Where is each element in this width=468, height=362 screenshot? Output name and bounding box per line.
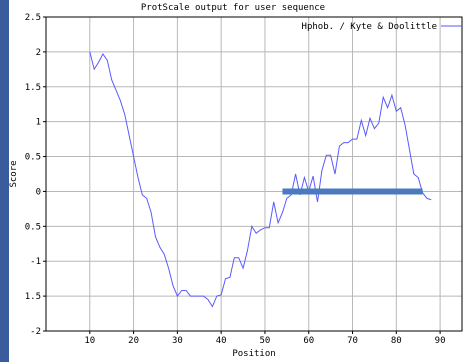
left-edge-bar [0,0,9,362]
series-line-0 [89,51,432,308]
x-tick-label: 40 [216,336,227,346]
y-tick-label: 0 [36,187,41,197]
x-axis-title: Position [232,349,275,359]
x-tick-label: 80 [391,336,402,346]
chart-title: ProtScale output for user sequence [141,3,325,13]
y-tick-label: 1.5 [25,292,41,302]
y-tick-label: 1.5 [25,83,41,93]
y-tick-label: 0.5 [25,222,41,232]
y-tick-label: 1 [36,118,41,128]
axes-frame [43,16,463,334]
series-layer [89,51,432,308]
y-tick-label: 2 [36,48,41,58]
x-tick-label: 50 [260,336,271,346]
y-axis-title: Score [9,160,19,187]
y-tick-label: 0.5 [25,153,41,163]
legend: Hphob. / Kyte & Doolittle [302,22,462,32]
y-tick-label: -1 [30,257,41,267]
y-tick-label: -2 [30,327,41,337]
x-tick-label: 60 [303,336,314,346]
y-tick-label: 2.5 [25,13,41,23]
x-tick-label: 90 [435,336,446,346]
legend-label-series-0: Hphob. / Kyte & Doolittle [302,22,437,32]
tick-labels: 10 20 30 40 50 60 70 80 90 2.5 2 1.5 1 0.5 0 0.5 -1 1.5 -2 [25,13,446,346]
x-tick-label: 20 [128,336,139,346]
plot-frame [45,16,463,332]
x-tick-label: 70 [347,336,358,346]
x-tick-label: 30 [172,336,183,346]
x-tick-label: 10 [84,336,95,346]
